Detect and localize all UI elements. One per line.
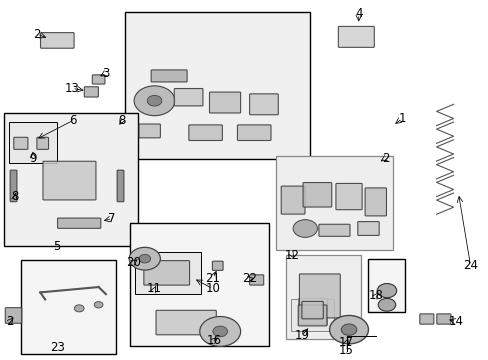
FancyBboxPatch shape bbox=[84, 87, 98, 97]
FancyBboxPatch shape bbox=[357, 222, 378, 235]
Text: 8: 8 bbox=[118, 114, 125, 127]
Circle shape bbox=[129, 247, 160, 270]
Bar bbox=[285, 255, 361, 338]
Text: 8: 8 bbox=[11, 190, 19, 203]
FancyBboxPatch shape bbox=[117, 170, 123, 202]
Text: 16: 16 bbox=[206, 334, 222, 347]
Text: 19: 19 bbox=[294, 329, 309, 342]
Text: 7: 7 bbox=[108, 212, 116, 225]
FancyBboxPatch shape bbox=[43, 161, 96, 200]
FancyBboxPatch shape bbox=[143, 261, 189, 285]
Text: 4: 4 bbox=[354, 7, 362, 20]
Circle shape bbox=[134, 86, 175, 116]
FancyBboxPatch shape bbox=[151, 70, 187, 82]
Circle shape bbox=[147, 95, 162, 106]
Bar bbox=[297, 298, 326, 324]
FancyBboxPatch shape bbox=[188, 125, 222, 140]
FancyBboxPatch shape bbox=[174, 89, 203, 106]
Circle shape bbox=[200, 316, 240, 346]
Text: 2: 2 bbox=[6, 315, 14, 328]
FancyBboxPatch shape bbox=[10, 170, 17, 202]
Bar bbox=[21, 260, 116, 355]
Circle shape bbox=[139, 255, 150, 263]
Circle shape bbox=[376, 284, 396, 298]
FancyBboxPatch shape bbox=[303, 183, 331, 207]
FancyBboxPatch shape bbox=[299, 274, 340, 318]
FancyBboxPatch shape bbox=[318, 224, 349, 236]
FancyBboxPatch shape bbox=[41, 33, 74, 48]
Bar bbox=[130, 223, 268, 346]
Text: 10: 10 bbox=[205, 282, 220, 295]
Text: 13: 13 bbox=[64, 82, 79, 95]
FancyBboxPatch shape bbox=[237, 125, 270, 140]
Circle shape bbox=[329, 315, 368, 344]
Bar bbox=[290, 300, 334, 332]
Text: 6: 6 bbox=[69, 114, 77, 127]
Text: 18: 18 bbox=[367, 289, 383, 302]
Text: 15: 15 bbox=[339, 345, 353, 357]
Text: 3: 3 bbox=[102, 67, 109, 80]
Circle shape bbox=[377, 298, 395, 311]
Circle shape bbox=[74, 305, 84, 312]
FancyBboxPatch shape bbox=[58, 218, 101, 228]
FancyBboxPatch shape bbox=[37, 137, 48, 149]
Bar bbox=[135, 252, 201, 294]
FancyBboxPatch shape bbox=[156, 310, 216, 335]
Circle shape bbox=[94, 302, 103, 308]
Text: 9: 9 bbox=[29, 152, 37, 165]
FancyBboxPatch shape bbox=[298, 305, 326, 326]
Circle shape bbox=[292, 220, 317, 237]
Circle shape bbox=[341, 324, 356, 335]
Bar bbox=[125, 12, 309, 159]
Text: 24: 24 bbox=[462, 259, 477, 272]
Text: 2: 2 bbox=[381, 152, 388, 165]
Text: 17: 17 bbox=[338, 336, 353, 349]
Text: 14: 14 bbox=[447, 315, 463, 328]
FancyBboxPatch shape bbox=[419, 314, 433, 324]
Text: 22: 22 bbox=[242, 273, 256, 285]
Bar bbox=[9, 122, 57, 163]
FancyBboxPatch shape bbox=[335, 184, 362, 210]
Bar bbox=[4, 113, 137, 246]
Text: 11: 11 bbox=[147, 282, 162, 295]
FancyBboxPatch shape bbox=[5, 308, 22, 323]
FancyBboxPatch shape bbox=[209, 92, 240, 113]
FancyBboxPatch shape bbox=[436, 314, 450, 324]
Text: 2: 2 bbox=[33, 27, 41, 41]
Text: 21: 21 bbox=[205, 272, 220, 285]
Text: 23: 23 bbox=[50, 341, 64, 354]
Bar bbox=[368, 259, 404, 312]
FancyBboxPatch shape bbox=[92, 75, 105, 84]
FancyBboxPatch shape bbox=[365, 188, 386, 216]
FancyBboxPatch shape bbox=[212, 261, 223, 270]
Circle shape bbox=[212, 326, 227, 337]
FancyBboxPatch shape bbox=[249, 275, 263, 285]
FancyBboxPatch shape bbox=[338, 26, 373, 48]
Bar bbox=[276, 156, 392, 250]
FancyBboxPatch shape bbox=[139, 124, 160, 138]
FancyBboxPatch shape bbox=[281, 186, 305, 214]
Text: 20: 20 bbox=[126, 256, 141, 269]
FancyBboxPatch shape bbox=[249, 94, 278, 115]
FancyBboxPatch shape bbox=[14, 137, 28, 149]
Text: 1: 1 bbox=[398, 112, 406, 125]
FancyBboxPatch shape bbox=[301, 301, 323, 319]
Text: 12: 12 bbox=[284, 249, 299, 262]
Text: 5: 5 bbox=[54, 240, 61, 253]
